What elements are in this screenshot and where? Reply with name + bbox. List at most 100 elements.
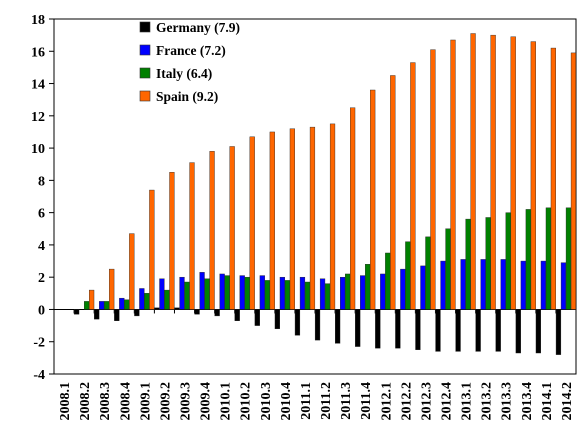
bar (500, 259, 506, 310)
bar (505, 212, 511, 310)
bars (74, 33, 577, 355)
series-spain (89, 33, 577, 310)
y-tick-label: 18 (31, 13, 45, 28)
x-tick-label: 2011.1 (299, 382, 314, 420)
bar (204, 278, 210, 310)
bar (565, 207, 572, 310)
bar (480, 259, 486, 310)
bar (450, 39, 456, 310)
x-tick-label: 2010.2 (239, 382, 254, 421)
bar (370, 89, 376, 310)
bar (224, 275, 230, 310)
bar (134, 309, 140, 317)
bar (570, 52, 577, 310)
bar (99, 301, 105, 310)
bar (264, 280, 270, 310)
x-tick-label: 2008.3 (98, 382, 113, 421)
bar (144, 293, 150, 310)
legend-item: Germany (7.9) (139, 20, 240, 35)
bar (234, 309, 240, 321)
bar (324, 283, 331, 310)
bar (530, 41, 536, 310)
bar (199, 272, 205, 310)
bar (355, 309, 361, 347)
legend-label: France (7.2) (156, 43, 226, 58)
series-italy (84, 207, 572, 310)
y-tick-label: 10 (31, 142, 45, 157)
bar (465, 218, 471, 310)
bar (269, 131, 275, 310)
bar (74, 309, 80, 315)
legend-item: France (7.2) (139, 43, 226, 58)
x-tick-label: 2013.2 (480, 382, 495, 421)
y-tick-label: -4 (33, 368, 45, 383)
bar (104, 301, 110, 310)
bar (124, 299, 130, 310)
y-axis: -4 -2 0 2 4 6 8 10 12 14 16 18 (31, 13, 55, 383)
bar (510, 36, 516, 310)
legend-swatch (139, 67, 151, 79)
y-tick-label: 16 (31, 45, 45, 60)
y-tick-label: 8 (38, 174, 45, 189)
bar (279, 276, 285, 310)
bar (189, 162, 195, 310)
x-tick-label: 2008.4 (118, 382, 133, 421)
y-tick-label: -2 (33, 336, 45, 351)
x-tick-label: 2009.4 (199, 382, 214, 421)
bar (254, 309, 260, 326)
x-tick-label: 2013.3 (500, 382, 515, 421)
bar (114, 309, 120, 321)
bar (375, 309, 381, 349)
x-tick-label: 2013.4 (520, 382, 535, 421)
bar (475, 309, 481, 352)
bar (319, 278, 326, 310)
bar (410, 62, 416, 310)
bar (139, 288, 145, 310)
y-tick-label: 12 (31, 110, 45, 125)
bar (109, 268, 115, 310)
bar (440, 260, 446, 310)
x-tick-label: 2011.3 (339, 382, 354, 420)
bar (289, 128, 295, 310)
bar (350, 107, 356, 310)
bar (415, 309, 421, 350)
series-germany (74, 307, 562, 355)
bar (194, 309, 200, 315)
bar (159, 278, 165, 310)
bar (390, 75, 396, 310)
legend-label: Italy (6.4) (156, 66, 212, 81)
bar (420, 265, 426, 310)
bar (329, 123, 336, 310)
bar (229, 146, 235, 310)
bar (490, 34, 496, 310)
x-tick-label: 2012.2 (399, 382, 414, 421)
bar (164, 289, 170, 310)
bar (470, 33, 476, 310)
bar (174, 307, 180, 310)
bar (495, 309, 501, 352)
y-tick-label: 0 (38, 303, 45, 318)
bar (294, 309, 301, 336)
bar (335, 309, 341, 344)
legend-item: Spain (9.2) (139, 89, 218, 104)
x-tick-label: 2012.4 (440, 382, 455, 421)
bar (380, 273, 386, 310)
bar (274, 309, 280, 330)
bar (405, 241, 411, 310)
x-axis: 2008.1 2008.2 2008.3 2008.4 2009.1 2009.2 2009… (53, 308, 577, 421)
bar (154, 307, 160, 310)
bar (560, 262, 567, 310)
bar (259, 275, 265, 310)
x-tick-label: 2008.2 (78, 382, 93, 421)
x-tick-label: 2011.4 (359, 382, 374, 420)
bar (149, 189, 155, 310)
bar (184, 281, 190, 310)
x-tick-label: 2008.1 (58, 382, 73, 421)
x-tick-label: 2009.2 (158, 382, 173, 421)
legend-label: Germany (7.9) (156, 20, 240, 35)
bar (89, 289, 95, 310)
x-tick-label: 2009.1 (138, 382, 153, 421)
x-tick-label: 2009.3 (179, 382, 194, 421)
x-tick-label: 2010.1 (219, 382, 234, 421)
